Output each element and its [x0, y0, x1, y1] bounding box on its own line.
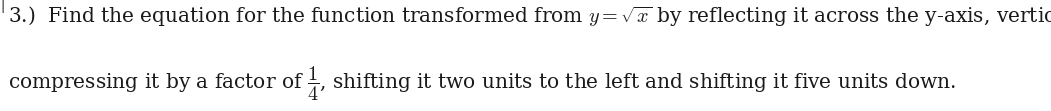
- Text: |: |: [0, 0, 4, 13]
- Text: 3.)  Find the equation for the function transformed from $y = \sqrt{x}$ by refle: 3.) Find the equation for the function t…: [8, 4, 1051, 29]
- Text: compressing it by a factor of $\dfrac{1}{4}$, shifting it two units to the left : compressing it by a factor of $\dfrac{1}…: [8, 64, 956, 103]
